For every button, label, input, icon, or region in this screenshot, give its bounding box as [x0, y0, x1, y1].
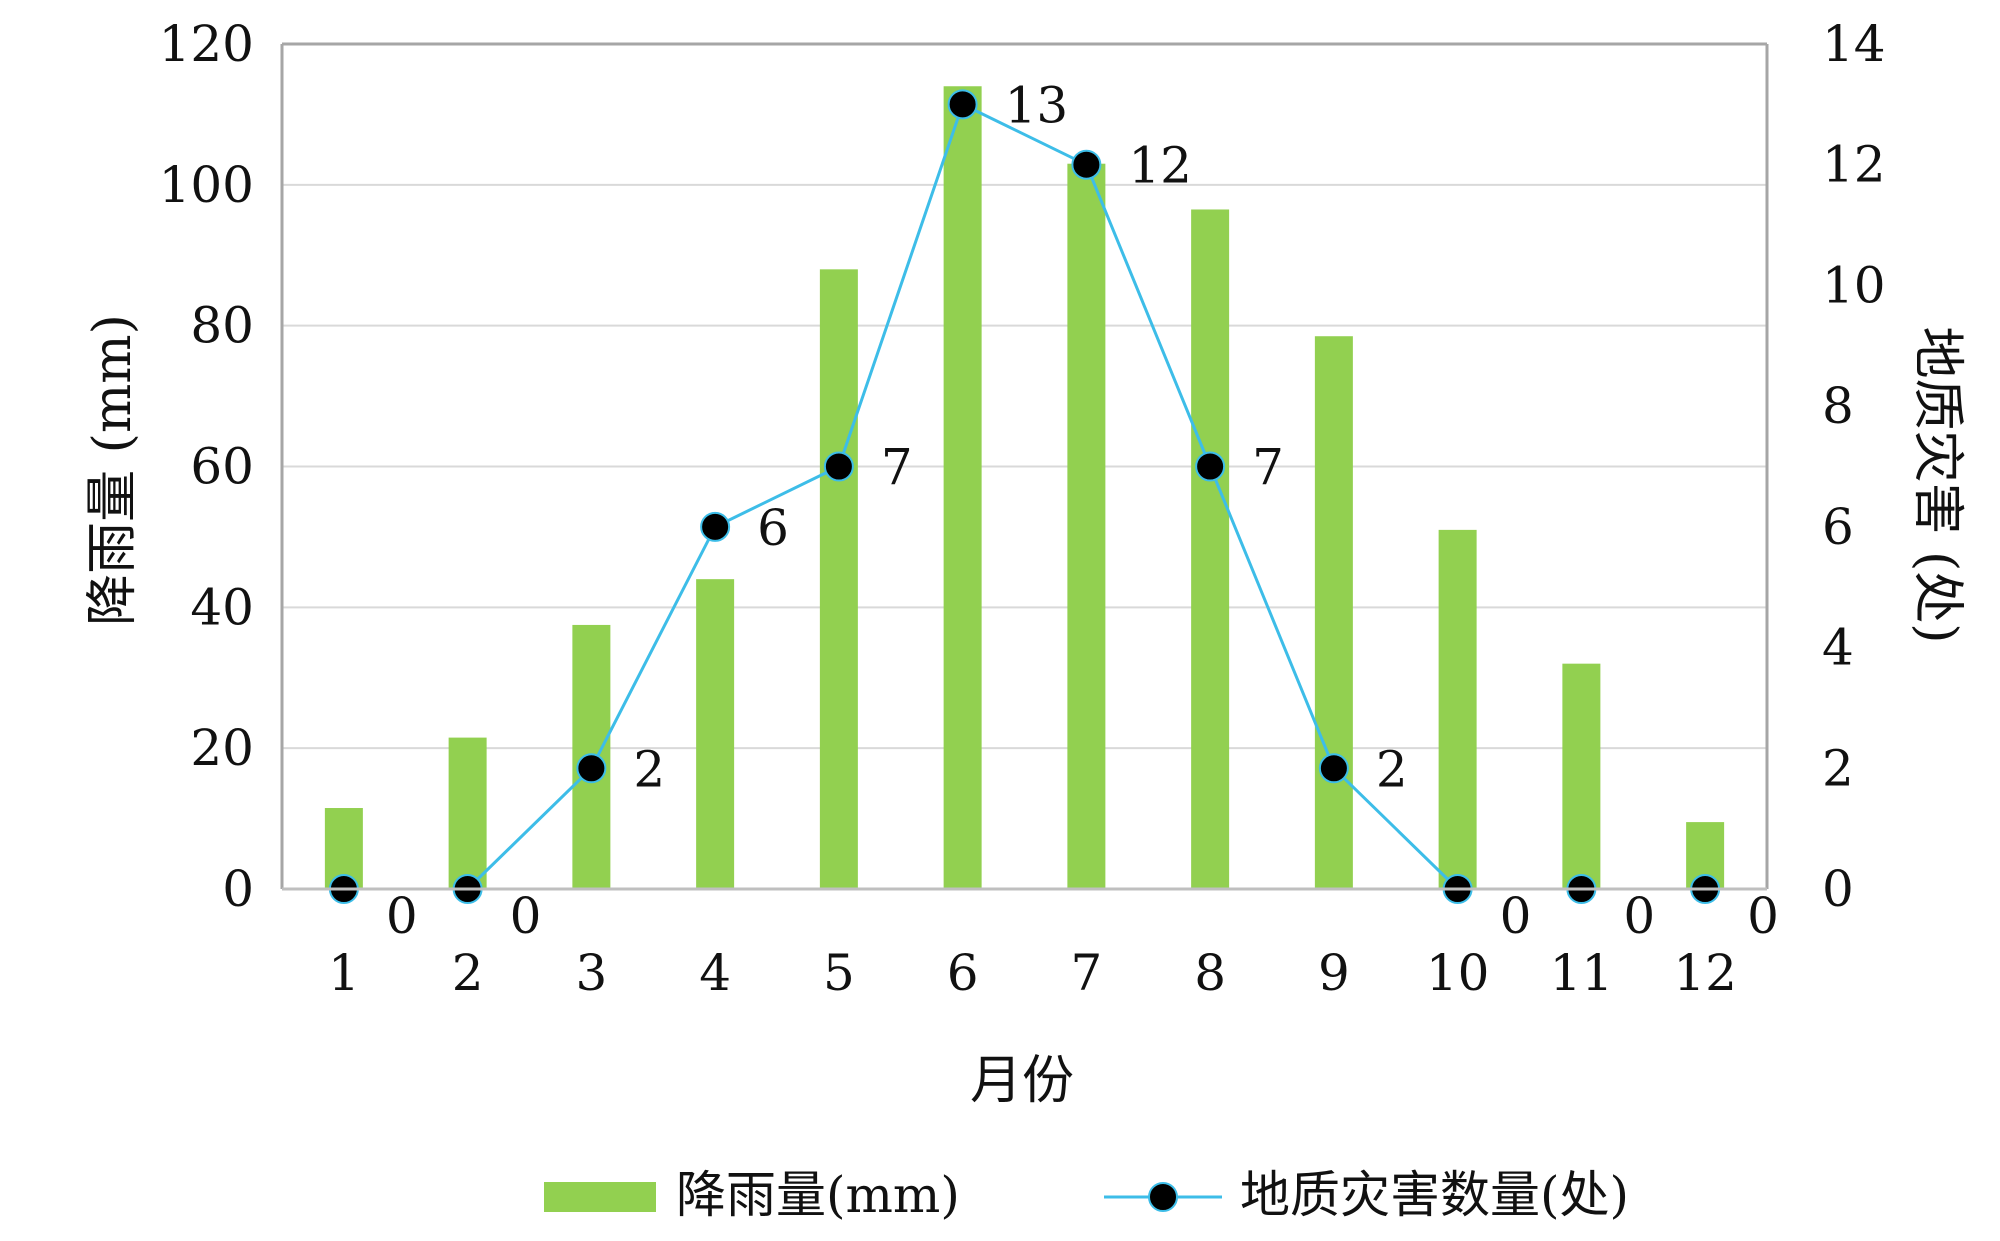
y-right-tick-label: 2 [1822, 739, 1854, 797]
disaster-marker [576, 753, 607, 784]
legend-label-disaster: 地质灾害数量(处) [1240, 1166, 1629, 1224]
rainfall-bars [324, 86, 1725, 890]
disaster-marker [700, 511, 731, 542]
disaster-data-label: 2 [1376, 740, 1408, 798]
rainfall-bar [1191, 209, 1230, 889]
y-right-tick-label: 0 [1822, 860, 1854, 918]
y-right-tick-label: 6 [1822, 498, 1854, 556]
disaster-marker [947, 89, 978, 120]
y-left-tick-label: 20 [190, 719, 254, 777]
disaster-data-label: 0 [1623, 887, 1655, 945]
rainfall-bar [448, 737, 487, 889]
y-left-tick-label: 80 [190, 297, 254, 355]
x-tick-label: 7 [1070, 944, 1102, 1002]
gridlines [282, 43, 1767, 750]
y-left-tick-label: 60 [190, 438, 254, 496]
x-tick-label: 12 [1673, 944, 1737, 1002]
x-tick-label: 9 [1318, 944, 1350, 1002]
y-right-tick-label: 4 [1822, 619, 1854, 677]
rainfall-bar [1438, 529, 1477, 889]
rainfall-bar [1067, 163, 1106, 890]
disaster-data-label: 2 [633, 740, 665, 798]
y-right-tick-label: 12 [1822, 136, 1886, 194]
x-tick-label: 10 [1426, 944, 1490, 1002]
disaster-data-label: 6 [757, 499, 789, 557]
disaster-data-label: 0 [386, 887, 418, 945]
disaster-marker [1195, 451, 1226, 482]
disaster-data-label: 7 [1252, 439, 1284, 497]
y-right-tick-label: 14 [1822, 15, 1886, 73]
legend-marker-disaster [1148, 1182, 1178, 1212]
disaster-data-label: 0 [1747, 887, 1779, 945]
x-axis-title: 月份 [970, 1051, 1074, 1111]
disaster-count-line [343, 102, 1706, 891]
rainfall-bar [943, 86, 982, 889]
rainfall-bar [1314, 336, 1353, 890]
x-tick-label: 6 [947, 944, 979, 1002]
rainfall-bar [1562, 663, 1601, 889]
disaster-marker [823, 451, 854, 482]
y-right-tick-label: 10 [1822, 256, 1886, 314]
x-tick-label: 8 [1194, 944, 1226, 1002]
y-left-tick-label: 120 [159, 15, 254, 73]
disaster-line: 0 0 2 6 7 13 12 7 2 0 0 0 [328, 76, 1779, 945]
y-right-tick-label: 8 [1822, 377, 1854, 435]
x-tick-label: 5 [823, 944, 855, 1002]
disaster-marker [1318, 753, 1349, 784]
disaster-marker [1071, 149, 1102, 180]
y-left-tick-label: 40 [190, 578, 254, 636]
x-tick-label: 11 [1550, 944, 1614, 1002]
y-axis-right-title: 地质灾害 (处) [1907, 326, 1967, 643]
disaster-data-label: 0 [1500, 887, 1532, 945]
legend-swatch-rainfall [544, 1182, 656, 1212]
legend: 降雨量(mm) 地质灾害数量(处) [544, 1166, 1629, 1224]
y-left-tick-label: 100 [159, 156, 254, 214]
y-left-tick-label: 0 [222, 860, 254, 918]
x-tick-label: 1 [328, 944, 360, 1002]
y-axis-left-title: 降雨量 (mm) [83, 314, 143, 626]
rainfall-bar [819, 269, 858, 889]
disaster-data-label: 0 [510, 887, 542, 945]
disaster-data-label: 7 [881, 439, 913, 497]
disaster-data-label: 12 [1128, 137, 1192, 195]
x-tick-label: 2 [452, 944, 484, 1002]
legend-label-rainfall: 降雨量(mm) [676, 1166, 960, 1224]
x-tick-label: 4 [699, 944, 731, 1002]
x-tick-label: 3 [575, 944, 607, 1002]
disaster-data-label: 13 [1005, 76, 1069, 134]
rainfall-bar [696, 579, 735, 889]
